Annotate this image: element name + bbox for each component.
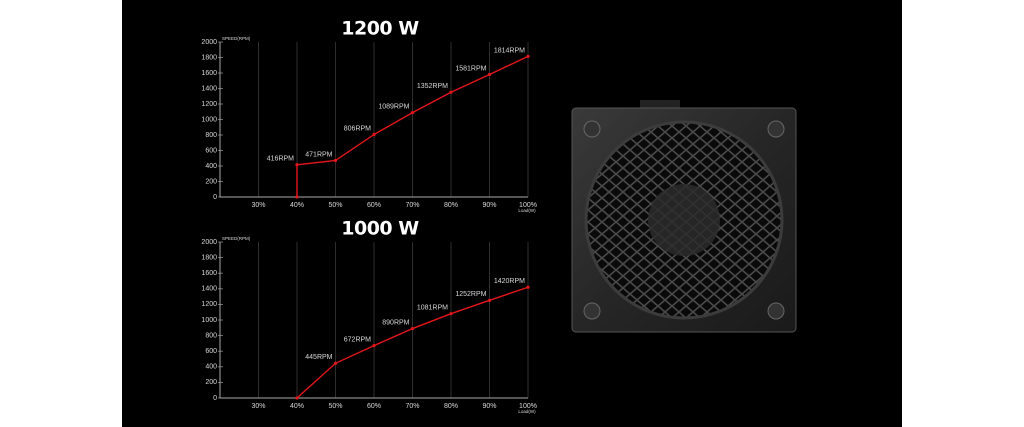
x-tick-label: 40% [290,202,304,209]
data-label: 1352RPM [417,83,448,90]
data-label: 890RPM [382,319,409,326]
x-tick-label: 70% [405,403,419,410]
x-tick-label: 40% [290,403,304,410]
y-tick-label: 200 [205,178,217,185]
x-tick-label: 60% [367,202,381,209]
data-label: 445RPM [305,354,332,361]
x-axis-label: Load(W) [518,409,536,414]
y-tick-label: 1400 [201,286,217,293]
y-tick-label: 400 [205,163,217,170]
x-tick-label: 100% [519,403,537,410]
point [295,195,299,199]
point [526,285,530,289]
point [372,343,376,348]
data-label: 1081RPM [417,305,448,312]
x-tick-label: 70% [405,202,419,209]
y-tick-label: 1400 [201,85,217,92]
y-tick-label: 1600 [201,270,217,277]
data-label: 806RPM [344,125,371,132]
y-tick-label: 200 [205,379,217,386]
x-tick-label: 30% [251,403,265,410]
y-tick-label: 1000 [201,317,217,324]
point [487,72,492,77]
data-label: 1252RPM [455,291,486,298]
point [449,90,453,94]
y-tick-label: 2000 [201,239,217,246]
x-tick-label: 80% [444,202,458,209]
x-tick-label: 80% [444,403,458,410]
y-tick-label: 1200 [201,301,217,308]
data-label: 1814RPM [494,47,525,54]
y-tick-label: 600 [205,348,217,355]
chart-title: 1000 W [341,218,419,240]
x-tick-label: 50% [328,202,342,209]
x-tick-label: 90% [482,202,496,209]
y-tick-label: 1800 [201,254,217,261]
data-label: 471RPM [305,151,332,158]
y-tick-label: 0 [213,395,217,402]
x-tick-label: 90% [482,403,496,410]
point [526,54,530,59]
y-tick-label: 800 [205,332,217,339]
data-label: 672RPM [344,336,371,343]
point [410,111,415,115]
y-tick-label: 600 [205,147,217,154]
y-tick-label: 400 [205,364,217,371]
x-tick-label: 100% [519,202,537,209]
y-axis-label: SPEED(RPM) [222,236,251,241]
y-tick-label: 0 [213,194,217,201]
line [296,55,529,197]
y-tick-label: 1800 [201,54,217,61]
point [449,312,453,316]
data-label: 1581RPM [455,65,486,72]
point [410,326,415,331]
data-label: 416RPM [267,156,294,163]
y-axis-label: SPEED(RPM) [222,36,251,41]
psu-image [571,100,797,333]
x-tick-label: 60% [367,403,381,410]
point [372,132,376,137]
data-label: 1420RPM [494,278,525,285]
point [333,361,338,365]
x-tick-label: 30% [251,202,265,209]
x-tick-label: 50% [328,403,342,410]
y-tick-label: 1200 [201,101,217,108]
point [487,298,492,302]
y-tick-label: 1600 [201,70,217,77]
y-tick-label: 2000 [201,39,217,46]
data-label: 1089RPM [378,103,409,110]
y-tick-label: 800 [205,132,217,139]
point [333,158,338,163]
chart-title: 1200 W [341,18,419,40]
point [295,163,299,167]
point [295,396,299,400]
x-axis-label: Load(W) [518,208,536,213]
y-tick-label: 1000 [201,116,217,123]
